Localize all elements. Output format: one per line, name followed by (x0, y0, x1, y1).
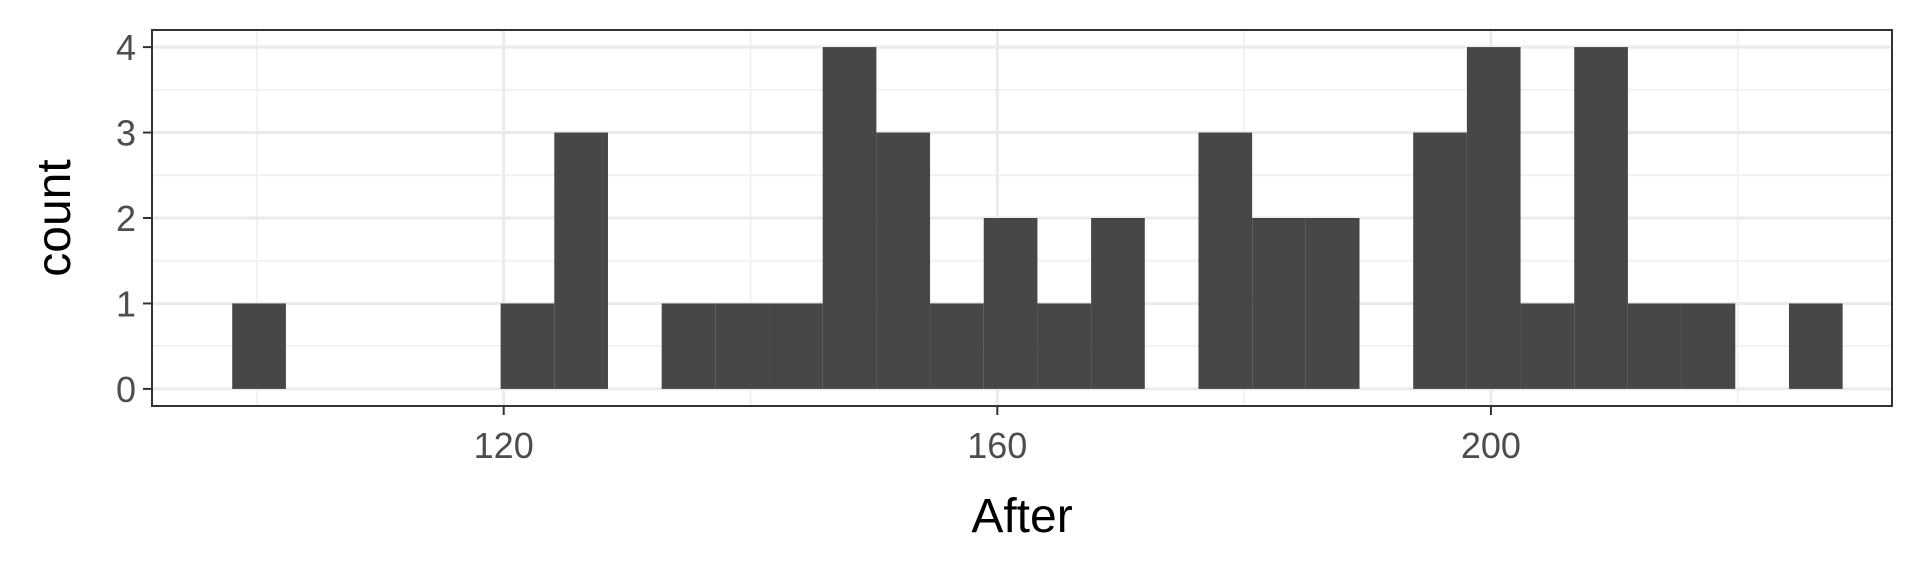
y-axis-title: count (28, 159, 81, 276)
histogram-bar (1198, 132, 1253, 389)
histogram-bar (1091, 218, 1145, 389)
x-tick-label: 160 (967, 425, 1027, 466)
y-tick-label: 0 (116, 369, 136, 410)
histogram-bar (930, 303, 984, 389)
x-tick-label: 120 (474, 425, 534, 466)
histogram-bar (822, 47, 877, 389)
histogram-bar (1466, 47, 1521, 389)
histogram-bar (876, 132, 931, 389)
histogram-bar (661, 303, 716, 389)
histogram-bar (1413, 132, 1467, 389)
histogram-bar (983, 218, 1038, 389)
histogram-bar (1627, 303, 1682, 389)
histogram-bar (1252, 218, 1306, 389)
histogram-bar (1520, 303, 1575, 389)
histogram-bar (1037, 303, 1092, 389)
y-tick-label: 1 (116, 283, 136, 324)
histogram-bar (500, 303, 555, 389)
y-tick-label: 2 (116, 198, 136, 239)
histogram-bar (1574, 47, 1628, 389)
x-axis-title: After (971, 490, 1072, 543)
y-tick-label: 4 (116, 27, 136, 68)
histogram-bar (715, 303, 770, 389)
histogram-bar (1788, 303, 1843, 389)
histogram-bar (554, 132, 608, 389)
histogram-bar (769, 303, 823, 389)
histogram-bar (232, 303, 286, 389)
histogram-bar (1681, 303, 1736, 389)
x-tick-label: 200 (1461, 425, 1521, 466)
axes: 120 160 200 0 1 2 3 4 (116, 27, 1521, 466)
histogram-bar (1305, 218, 1360, 389)
y-tick-label: 3 (116, 113, 136, 154)
histogram-bars (232, 47, 1843, 389)
